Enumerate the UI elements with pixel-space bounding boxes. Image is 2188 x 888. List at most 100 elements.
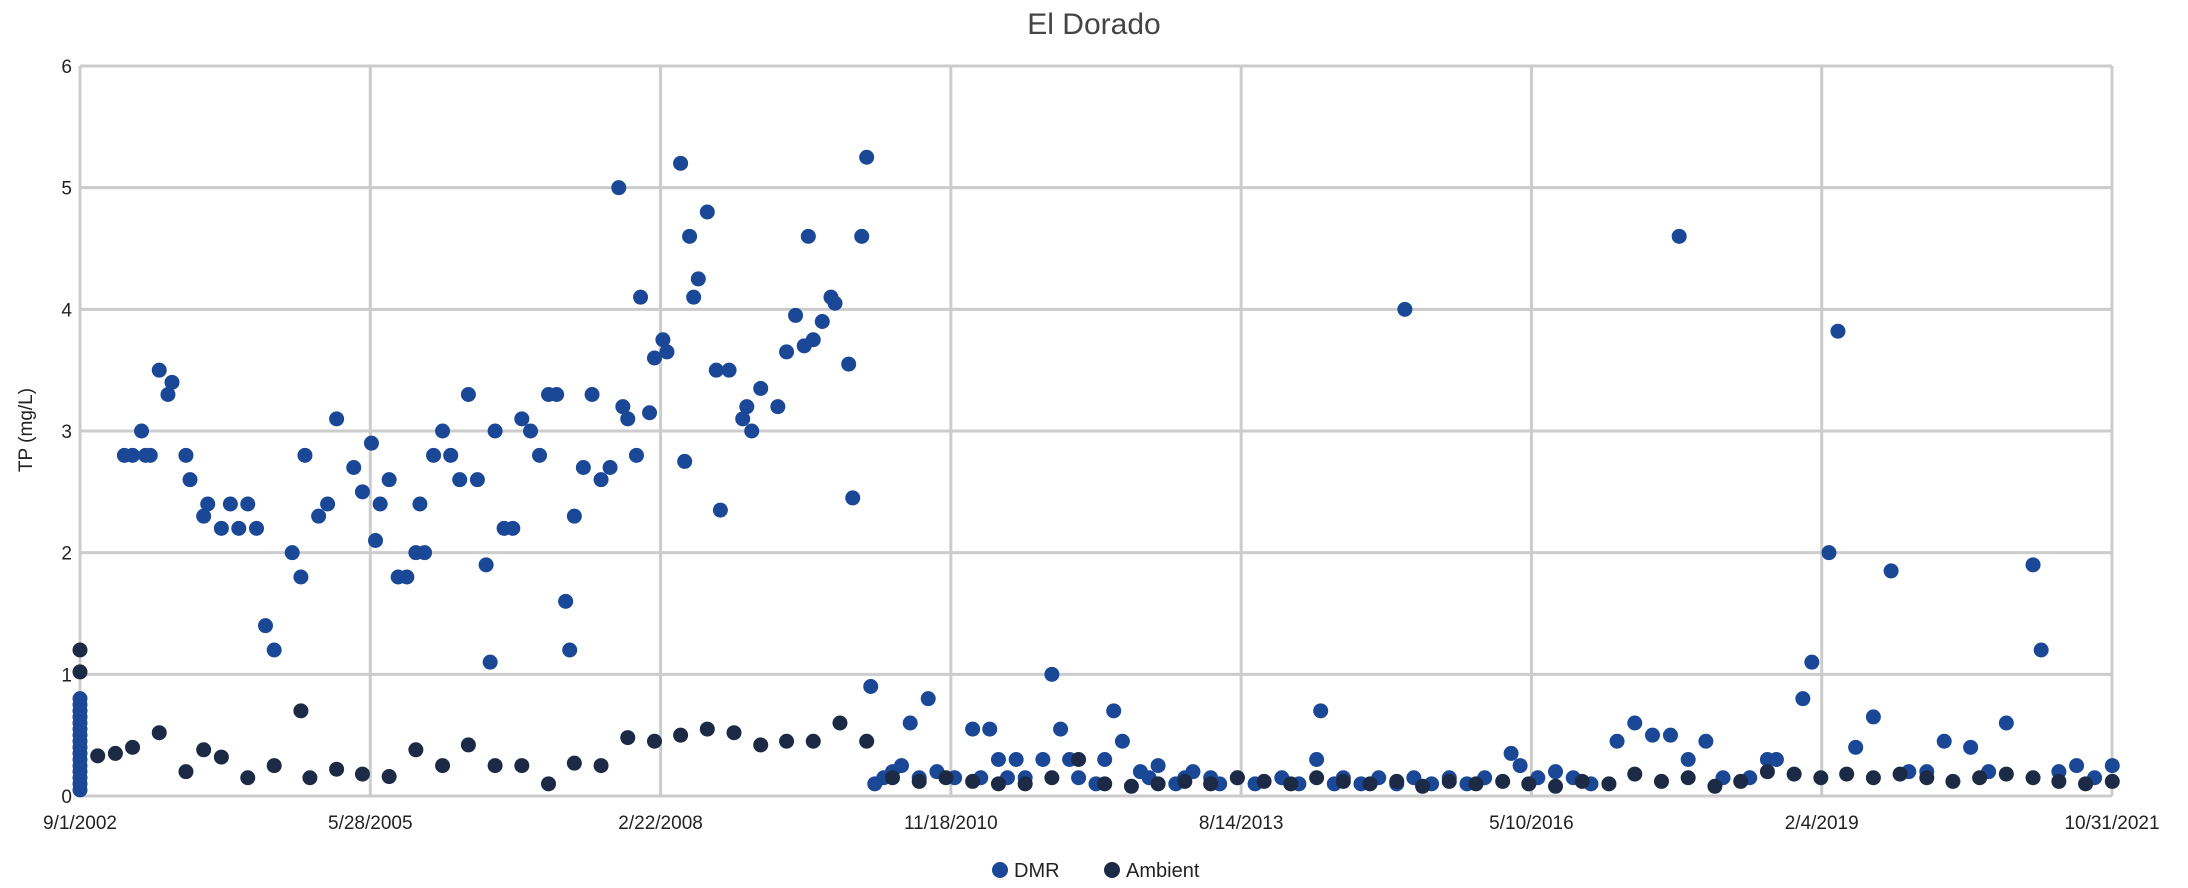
data-point [965, 773, 981, 789]
data-point [1609, 733, 1625, 749]
data-point [1671, 228, 1687, 244]
data-point [213, 520, 229, 536]
data-point [72, 664, 88, 680]
data-point [90, 748, 106, 764]
legend-label: DMR [1014, 860, 1060, 882]
data-point [620, 730, 636, 746]
data-point [412, 496, 428, 512]
y-tick-label: 2 [61, 544, 72, 565]
data-point [1733, 773, 1749, 789]
data-point [1653, 773, 1669, 789]
data-point [151, 725, 167, 741]
data-point [1830, 323, 1846, 339]
data-point [435, 423, 451, 439]
data-point [1936, 733, 1952, 749]
data-point [1495, 773, 1511, 789]
data-point [1309, 752, 1325, 767]
data-point [266, 642, 282, 658]
data-point [2025, 557, 2041, 573]
legend-label: Ambient [1126, 860, 1200, 882]
x-tick-label: 8/14/2013 [1199, 813, 1284, 834]
data-point [381, 769, 397, 785]
data-point [460, 387, 476, 402]
data-point [859, 733, 875, 749]
data-point [611, 180, 627, 196]
data-point [863, 679, 879, 694]
x-tick-label: 9/1/2002 [43, 813, 117, 834]
y-tick-label: 5 [61, 179, 72, 200]
data-point [134, 423, 150, 439]
data-point [1601, 776, 1617, 792]
data-point [125, 739, 141, 755]
data-point [363, 435, 379, 451]
data-point [1415, 778, 1431, 794]
x-axis-ticks: 9/1/2002 5/28/2005 2/22/2008 11/18/2010 8/14… [43, 813, 2160, 834]
data-point [615, 399, 631, 415]
data-point [482, 654, 498, 670]
data-point [213, 749, 229, 765]
data-point [293, 569, 309, 585]
x-tick-label: 10/31/2021 [2064, 813, 2159, 834]
data-point [523, 423, 539, 439]
data-point [1821, 545, 1837, 561]
data-point [770, 399, 786, 415]
data-point [642, 405, 658, 421]
data-point [646, 733, 662, 749]
data-point [372, 496, 388, 512]
data-point [381, 472, 397, 488]
data-point [1839, 766, 1855, 782]
data-point [938, 770, 954, 786]
data-point [178, 447, 194, 463]
data-point [805, 733, 821, 749]
data-point [686, 289, 702, 305]
data-point [1389, 773, 1405, 789]
data-point [726, 725, 742, 741]
data-point [248, 520, 264, 536]
y-tick-label: 6 [61, 57, 72, 78]
data-point [1548, 764, 1564, 780]
data-point [584, 387, 600, 402]
data-point [1680, 770, 1696, 786]
data-point [1362, 776, 1378, 792]
data-point [196, 742, 212, 758]
x-tick-label: 5/28/2005 [328, 813, 413, 834]
data-point [1865, 770, 1881, 786]
data-point [841, 356, 857, 372]
data-point [788, 307, 804, 323]
data-point [1097, 776, 1113, 792]
data-point [814, 314, 830, 329]
data-point [566, 508, 582, 524]
y-tick-label: 1 [61, 665, 72, 686]
data-point [1008, 752, 1024, 767]
data-point [478, 557, 494, 573]
data-point [514, 758, 530, 774]
data-point [1150, 776, 1166, 792]
data-point [1503, 745, 1519, 761]
data-point [426, 447, 442, 463]
data-point [1177, 773, 1193, 789]
data-point [284, 545, 300, 561]
data-point [72, 691, 88, 707]
data-point [1313, 703, 1329, 719]
data-point [894, 758, 910, 774]
data-point [1468, 776, 1484, 792]
data-point [231, 520, 247, 536]
data-point [417, 545, 433, 561]
data-point [1441, 773, 1457, 789]
data-point [1053, 721, 1069, 737]
data-point [562, 642, 578, 658]
data-point [178, 764, 194, 780]
data-point [1759, 764, 1775, 780]
x-tick-label: 5/10/2016 [1489, 813, 1574, 834]
data-point [593, 472, 609, 488]
data-point [151, 362, 167, 378]
data-point [620, 411, 636, 427]
data-point [435, 758, 451, 774]
data-point [443, 447, 459, 463]
data-point [1044, 770, 1060, 786]
data-point [1998, 766, 2014, 782]
x-tick-label: 2/4/2019 [1785, 813, 1859, 834]
data-point [753, 380, 769, 396]
data-point [1627, 766, 1643, 782]
